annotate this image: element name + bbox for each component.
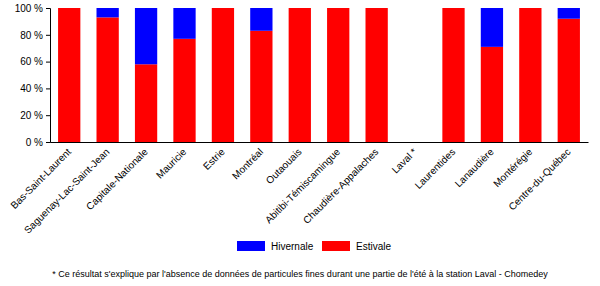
tick-label: Estrie — [201, 146, 227, 172]
chart: 0 % 20 % 40 % 60 % 80 % 100 % Bas-Saint-Lauren… — [0, 0, 600, 286]
legend-item: Hivernale — [237, 241, 314, 252]
tick-label: Montréal — [230, 146, 265, 181]
bar-segment — [519, 8, 541, 9]
tick-mark — [46, 88, 50, 89]
axis-line — [46, 9, 51, 143]
bar-segment — [173, 8, 195, 39]
tick: 40 % — [20, 83, 50, 94]
bars — [58, 8, 580, 142]
tick-label: Laval * — [390, 146, 419, 175]
plot: 0 % 20 % 40 % 60 % 80 % 100 % Bas-Saint-Lauren… — [8, 3, 588, 236]
bar-segment — [519, 8, 541, 142]
tick-label: Chaudière-Appalaches — [301, 146, 381, 226]
bar-segment — [173, 39, 195, 142]
tick-label: Laurentides — [413, 146, 458, 191]
tick: Montréal — [230, 146, 265, 181]
bar-segment — [250, 8, 272, 31]
tick: Lanaudière — [453, 146, 496, 189]
tick: Estrie — [201, 146, 227, 172]
tick-label: 0 % — [26, 137, 43, 148]
tick-label: Abitibi-Témiscamingue — [263, 146, 343, 226]
tick-label: Centre-du-Québec — [506, 146, 572, 212]
bar-segment — [365, 8, 387, 9]
legend-label: Hivernale — [271, 241, 314, 252]
tick: 60 % — [20, 56, 50, 67]
tick: Capitale-Nationale — [84, 146, 150, 212]
bar-segment — [481, 47, 503, 142]
tick: Outaouais — [264, 146, 304, 186]
bar-segment — [442, 8, 464, 9]
tick: 80 % — [20, 30, 50, 41]
tick-label: 40 % — [20, 83, 43, 94]
tick: Abitibi-Témiscamingue — [263, 146, 343, 226]
bar-segment — [212, 8, 234, 142]
bar-segment — [58, 8, 80, 9]
tick-mark — [46, 8, 50, 9]
bar-segment — [212, 8, 234, 9]
footnote: * Ce résultat s'explique par l'absence d… — [52, 269, 548, 279]
bar-segment — [558, 8, 580, 19]
bar-segment — [442, 8, 464, 142]
bar-segment — [558, 19, 580, 142]
y-axis: 0 % 20 % 40 % 60 % 80 % 100 % — [15, 3, 51, 148]
tick: Chaudière-Appalaches — [301, 146, 381, 226]
tick-label: 60 % — [20, 56, 43, 67]
tick: Centre-du-Québec — [506, 146, 572, 212]
bar-segment — [135, 64, 157, 142]
tick: 100 % — [15, 3, 50, 14]
bar-segment — [327, 8, 349, 9]
tick: Laval * — [390, 146, 419, 175]
tick-mark — [46, 142, 50, 143]
tick: Mauricie — [154, 146, 189, 181]
bar-segment — [481, 8, 503, 47]
tick-label: Capitale-Nationale — [84, 146, 150, 212]
legend-label: Estivale — [356, 241, 391, 252]
tick-mark — [46, 115, 50, 116]
tick-mark — [46, 35, 50, 36]
legend-swatch — [322, 241, 350, 251]
x-axis: Bas-Saint-LaurentSaguenay-Lac-Saint-Jean… — [8, 143, 588, 236]
tick-label: Outaouais — [264, 146, 304, 186]
tick-label: Mauricie — [154, 146, 189, 181]
bar-segment — [96, 8, 118, 17]
tick: 20 % — [20, 110, 50, 121]
axis-line — [51, 142, 589, 143]
tick: Laurentides — [413, 146, 458, 191]
tick-mark — [46, 62, 50, 63]
bar-segment — [96, 17, 118, 142]
legend: Hivernale Estivale — [237, 241, 391, 252]
legend-item: Estivale — [322, 241, 391, 252]
bar-segment — [135, 8, 157, 64]
bar-segment — [289, 8, 311, 9]
tick: 0 % — [26, 137, 50, 148]
bar-segment — [250, 31, 272, 142]
bar-segment — [58, 8, 80, 142]
tick-label: 20 % — [20, 110, 43, 121]
bar-segment — [289, 8, 311, 142]
tick-label: 100 % — [15, 3, 43, 14]
bar-segment — [327, 8, 349, 142]
legend-swatch — [237, 241, 265, 251]
tick-label: 80 % — [20, 30, 43, 41]
tick-label: Lanaudière — [453, 146, 496, 189]
bar-segment — [365, 8, 387, 142]
